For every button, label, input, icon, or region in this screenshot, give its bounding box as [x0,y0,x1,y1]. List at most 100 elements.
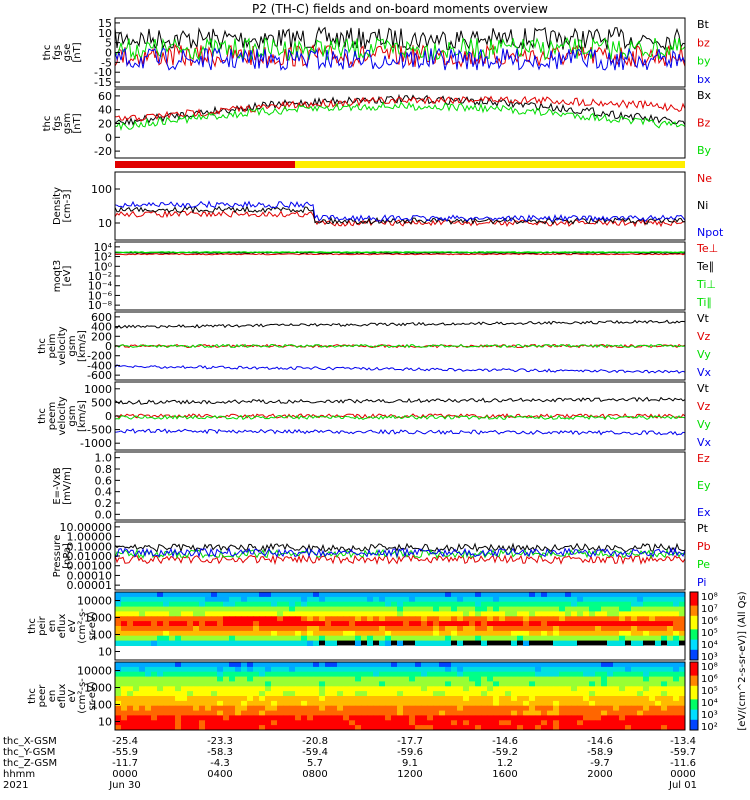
heatmap-cell [625,596,632,603]
heatmap-cell [643,596,650,603]
heatmap-cell [541,616,548,622]
heatmap-cell [307,596,314,603]
heatmap-cell [373,596,380,603]
heatmap-cell [565,681,572,687]
heatmap-cell [613,592,620,598]
heatmap-cell [175,601,182,608]
heatmap-cell [571,635,578,642]
heatmap-cell [499,686,506,692]
heatmap-cell [613,691,620,697]
heatmap-cell [157,630,164,637]
heatmap-cell [643,681,650,687]
heatmap-cell [643,671,650,678]
heatmap-cell [247,715,254,721]
heatmap-cell [331,720,338,726]
heatmap-cell [631,715,638,721]
heatmap-cell [613,671,620,678]
heatmap-cell [307,676,314,682]
heatmap-cell [217,691,224,697]
heatmap-cell [193,710,200,716]
heatmap-cell [325,720,332,726]
heatmap-cell [205,691,212,697]
heatmap-cell [217,666,224,673]
heatmap-cell [541,592,548,598]
heatmap-cell [187,671,194,678]
heatmap-cell [313,671,320,678]
heatmap-cell [271,696,278,702]
heatmap-cell [499,710,506,716]
heatmap-cell [433,705,440,712]
heatmap-cell [235,601,242,608]
heatmap-cell [541,700,548,707]
heatmap-cell [265,681,272,687]
heatmap-cell [505,710,512,716]
heatmap-cell [253,616,260,622]
heatmap-cell [253,662,260,668]
heatmap-cell [163,705,170,712]
heatmap-cell [571,611,578,617]
y-tick-label: 10⁻⁸ [88,299,113,312]
heatmap-cell [313,621,320,627]
heatmap-cell [673,621,680,627]
heatmap-cell [295,671,302,678]
heatmap-cell [121,616,128,622]
heatmap-cell [577,691,584,697]
heatmap-cell [415,626,422,632]
heatmap-cell [565,611,572,617]
heatmap-cell [457,635,464,642]
heatmap-cell [517,715,524,721]
heatmap-cell [307,626,314,632]
heatmap-cell [463,626,470,632]
heatmap-cell [199,626,206,632]
heatmap-cell [655,621,662,627]
heatmap-cell [187,710,194,716]
heatmap-cell [391,681,398,687]
heatmap-cell [493,601,500,608]
heatmap-cell [421,601,428,608]
heatmap-cell [577,681,584,687]
heatmap-cell [409,725,416,731]
heatmap-cell [223,686,230,692]
heatmap-cell [457,611,464,617]
heatmap-cell [679,696,686,702]
heatmap-cell [643,666,650,673]
heatmap-cell [421,635,428,642]
heatmap-cell [535,635,542,642]
heatmap-cell [643,696,650,702]
heatmap-cell [601,626,608,632]
heatmap-cell [445,662,452,668]
heatmap-cell [409,592,416,598]
heatmap-cell [193,705,200,712]
heatmap-cell [289,691,296,697]
heatmap-cell [403,696,410,702]
heatmap-cell [349,681,356,687]
heatmap-cell [373,611,380,617]
heatmap-cell [229,616,236,622]
heatmap-cell [337,671,344,678]
heatmap-cell [289,592,296,598]
heatmap-cell [541,720,548,726]
heatmap-cell [463,725,470,731]
heatmap-cell [673,681,680,687]
heatmap-cell [661,715,668,721]
heatmap-cell [613,700,620,707]
heatmap-cell [175,705,182,712]
heatmap-cell [469,725,476,731]
heatmap-cell [385,662,392,668]
heatmap-cell [295,630,302,637]
heatmap-cell [379,640,386,646]
heatmap-cell [469,601,476,608]
heatmap-cell [127,710,134,716]
heatmap-cell [505,662,512,668]
heatmap-cell [247,621,254,627]
heatmap-cell [661,710,668,716]
heatmap-cell [199,616,206,622]
heatmap-cell [421,705,428,712]
heatmap-cell [295,616,302,622]
heatmap-cell [601,700,608,707]
heatmap-cell [439,671,446,678]
heatmap-cell [595,616,602,622]
heatmap-cell [133,596,140,603]
heatmap-cell [499,725,506,731]
